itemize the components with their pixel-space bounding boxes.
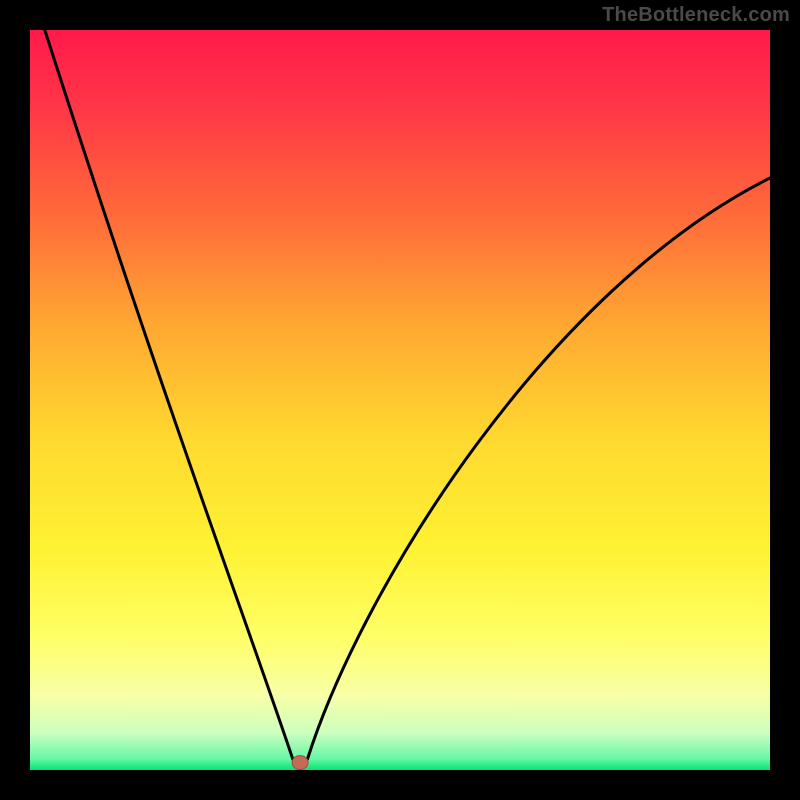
watermark-label: TheBottleneck.com <box>602 4 790 27</box>
bottleneck-curve <box>45 30 770 770</box>
curve-layer <box>30 30 770 770</box>
plot-area <box>30 30 770 770</box>
chart-root: TheBottleneck.com <box>0 0 800 800</box>
minimum-marker-icon <box>292 756 308 770</box>
